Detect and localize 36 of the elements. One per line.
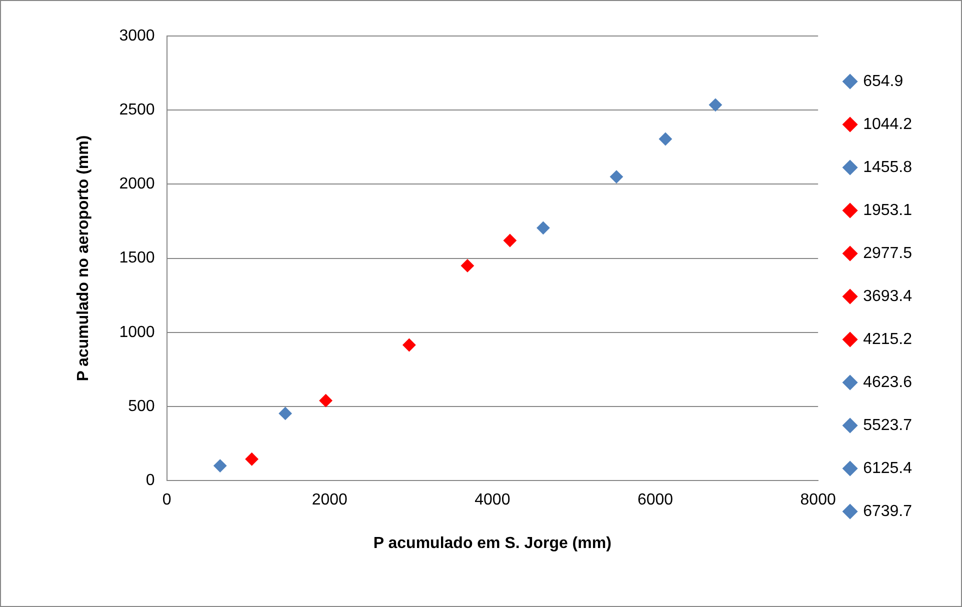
point xyxy=(460,259,474,272)
legend-label: 4623.6 xyxy=(863,374,912,391)
point xyxy=(319,394,332,408)
x-tick-label: 0 xyxy=(162,492,172,509)
point xyxy=(503,234,516,248)
legend-label: 6739.7 xyxy=(863,502,912,520)
legend-label: 1953.1 xyxy=(863,202,912,219)
y-axis-title: P acumulado no aeroporto (mm) xyxy=(75,135,92,382)
x-tick-label: 6000 xyxy=(637,492,674,509)
point xyxy=(658,132,672,146)
legend-label: 4215.2 xyxy=(863,330,912,348)
point xyxy=(278,406,292,420)
point xyxy=(610,170,623,184)
point xyxy=(708,98,722,112)
legend-label: 2977.5 xyxy=(863,244,912,262)
x-tick-label: 8000 xyxy=(800,492,836,509)
x-tick-label: 4000 xyxy=(474,492,510,509)
point xyxy=(245,452,258,466)
legend-label: 1455.8 xyxy=(863,158,912,176)
legend-label: 5523.7 xyxy=(863,416,912,434)
legend-label: 1044.2 xyxy=(863,116,912,133)
x-axis-title: P acumulado em S. Jorge (mm) xyxy=(373,534,612,552)
point xyxy=(214,459,227,472)
y-tick-label: 0 xyxy=(146,472,155,490)
x-tick-label: 2000 xyxy=(312,492,348,509)
y-tick-label: 2000 xyxy=(119,176,155,193)
legend-label: 3693.4 xyxy=(863,288,912,305)
y-tick-label: 1000 xyxy=(119,324,155,341)
point xyxy=(536,221,550,234)
y-tick-label: 500 xyxy=(128,398,155,415)
y-tick-label: 3000 xyxy=(119,27,155,44)
point xyxy=(402,338,416,352)
y-tick-label: 1500 xyxy=(119,250,155,267)
legend-label: 654.9 xyxy=(863,72,904,90)
y-tick-label: 2500 xyxy=(119,102,155,119)
legend-label: 6125.4 xyxy=(863,460,912,477)
